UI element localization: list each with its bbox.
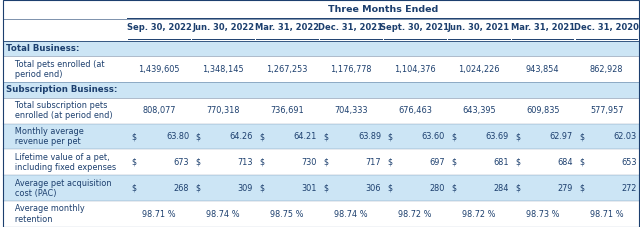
Text: $: $	[131, 158, 136, 167]
Text: Sept. 30, 2021: Sept. 30, 2021	[380, 23, 449, 32]
Text: 577,957: 577,957	[590, 106, 623, 115]
Text: $: $	[195, 132, 200, 141]
Text: $: $	[515, 158, 520, 167]
Bar	[3, 19, 639, 41]
Text: $: $	[323, 132, 328, 141]
Text: Average pet acquisition
   cost (PAC): Average pet acquisition cost (PAC)	[7, 178, 111, 198]
Text: Jun. 30, 2021: Jun. 30, 2021	[448, 23, 510, 32]
Text: 62.03: 62.03	[614, 132, 637, 141]
Text: 63.89: 63.89	[358, 132, 381, 141]
Text: $: $	[451, 132, 456, 141]
Text: 268: 268	[173, 184, 189, 193]
Text: 676,463: 676,463	[398, 106, 432, 115]
Text: Subscription Business:: Subscription Business:	[6, 86, 118, 94]
Text: 1,439,605: 1,439,605	[138, 65, 180, 74]
Text: 673: 673	[173, 158, 189, 167]
Text: 272: 272	[621, 184, 637, 193]
Text: Dec. 31, 2021: Dec. 31, 2021	[319, 23, 383, 32]
Text: 280: 280	[429, 184, 445, 193]
Text: $: $	[131, 132, 136, 141]
Text: $: $	[579, 132, 584, 141]
Text: 1,104,376: 1,104,376	[394, 65, 436, 74]
Text: 98.71 %: 98.71 %	[142, 210, 176, 219]
Text: 697: 697	[429, 158, 445, 167]
Text: 681: 681	[493, 158, 509, 167]
Text: $: $	[259, 158, 264, 167]
Text: 704,333: 704,333	[334, 106, 368, 115]
Text: $: $	[131, 184, 136, 193]
Bar	[3, 0, 639, 19]
Text: 62.97: 62.97	[550, 132, 573, 141]
Text: $: $	[323, 184, 328, 193]
Text: 284: 284	[493, 184, 509, 193]
Text: $: $	[579, 158, 584, 167]
Text: 64.21: 64.21	[294, 132, 317, 141]
Text: 98.74 %: 98.74 %	[334, 210, 368, 219]
Text: $: $	[451, 158, 456, 167]
Text: 63.60: 63.60	[422, 132, 445, 141]
Text: 730: 730	[301, 158, 317, 167]
Text: Total subscription pets
   enrolled (at period end): Total subscription pets enrolled (at per…	[7, 101, 113, 120]
Text: 98.74 %: 98.74 %	[206, 210, 240, 219]
Text: 309: 309	[237, 184, 253, 193]
Text: $: $	[259, 184, 264, 193]
Text: Three Months Ended: Three Months Ended	[328, 5, 438, 14]
Text: Mar. 31, 2022: Mar. 31, 2022	[255, 23, 319, 32]
Text: 98.72 %: 98.72 %	[462, 210, 495, 219]
Bar	[3, 175, 639, 201]
Text: $: $	[387, 184, 392, 193]
Bar	[3, 123, 639, 149]
Text: 98.75 %: 98.75 %	[270, 210, 304, 219]
Text: $: $	[515, 184, 520, 193]
Text: $: $	[451, 184, 456, 193]
Text: $: $	[259, 132, 264, 141]
Text: 279: 279	[557, 184, 573, 193]
Bar	[3, 82, 639, 98]
Text: 98.73 %: 98.73 %	[526, 210, 559, 219]
Text: 63.80: 63.80	[166, 132, 189, 141]
Text: 98.72 %: 98.72 %	[398, 210, 431, 219]
Text: Sep. 30, 2022: Sep. 30, 2022	[127, 23, 191, 32]
Bar	[3, 201, 639, 227]
Text: $: $	[387, 132, 392, 141]
Text: 653: 653	[621, 158, 637, 167]
Bar	[3, 56, 639, 82]
Text: 98.71 %: 98.71 %	[590, 210, 623, 219]
Text: 862,928: 862,928	[590, 65, 623, 74]
Bar	[3, 149, 639, 175]
Text: $: $	[195, 184, 200, 193]
Text: $: $	[579, 184, 584, 193]
Text: 643,395: 643,395	[462, 106, 495, 115]
Text: 717: 717	[365, 158, 381, 167]
Text: 64.26: 64.26	[230, 132, 253, 141]
Text: 63.69: 63.69	[486, 132, 509, 141]
Text: 306: 306	[365, 184, 381, 193]
Text: Total Business:: Total Business:	[6, 44, 80, 53]
Text: 1,348,145: 1,348,145	[202, 65, 244, 74]
Text: 1,024,226: 1,024,226	[458, 65, 500, 74]
Text: Monthly average
   revenue per pet: Monthly average revenue per pet	[7, 127, 84, 146]
Text: 736,691: 736,691	[270, 106, 304, 115]
Bar	[3, 41, 639, 56]
Text: Lifetime value of a pet,
   including fixed expenses: Lifetime value of a pet, including fixed…	[7, 153, 116, 172]
Text: 1,267,253: 1,267,253	[266, 65, 308, 74]
Text: $: $	[323, 158, 328, 167]
Text: $: $	[387, 158, 392, 167]
Text: Jun. 30, 2022: Jun. 30, 2022	[192, 23, 254, 32]
Text: Average monthly
   retention: Average monthly retention	[7, 204, 84, 224]
Text: Dec. 31, 2020: Dec. 31, 2020	[574, 23, 639, 32]
Text: 684: 684	[557, 158, 573, 167]
Text: 301: 301	[301, 184, 317, 193]
Text: $: $	[195, 158, 200, 167]
Text: 943,854: 943,854	[526, 65, 559, 74]
Text: 808,077: 808,077	[143, 106, 176, 115]
Text: 609,835: 609,835	[526, 106, 559, 115]
Text: $: $	[515, 132, 520, 141]
Text: 770,318: 770,318	[206, 106, 240, 115]
Text: 1,176,778: 1,176,778	[330, 65, 372, 74]
Text: 713: 713	[237, 158, 253, 167]
Text: Total pets enrolled (at
   period end): Total pets enrolled (at period end)	[7, 60, 105, 79]
Bar	[3, 98, 639, 123]
Text: Mar. 31, 2021: Mar. 31, 2021	[511, 23, 575, 32]
